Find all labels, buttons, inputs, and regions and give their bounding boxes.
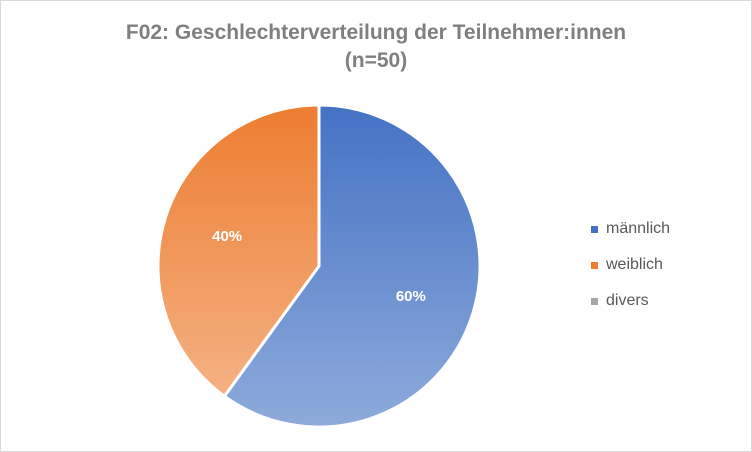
legend-label-divers: divers bbox=[606, 292, 649, 309]
chart-title: F02: Geschlechterverteilung der Teilnehm… bbox=[1, 19, 751, 75]
legend-label-weiblich: weiblich bbox=[606, 256, 663, 273]
pie-slice-maennlich bbox=[222, 103, 482, 429]
legend-swatch-weiblich bbox=[591, 261, 598, 269]
legend-swatch-divers bbox=[591, 297, 598, 305]
pie-slice-weiblich bbox=[156, 103, 321, 398]
chart-title-line-1: F02: Geschlechterverteilung der Teilnehm… bbox=[125, 21, 627, 44]
legend-item-divers: divers bbox=[591, 283, 670, 319]
chart-title-line-2: (n=50) bbox=[344, 49, 408, 72]
legend-item-maennlich: männlich bbox=[591, 211, 670, 247]
legend: männlich weiblich divers bbox=[591, 211, 670, 319]
legend-swatch-maennlich bbox=[591, 225, 598, 233]
legend-item-weiblich: weiblich bbox=[591, 247, 670, 283]
legend-label-maennlich: männlich bbox=[606, 220, 671, 237]
pie-label-maennlich: 60% bbox=[396, 288, 426, 305]
pie-label-weiblich: 40% bbox=[212, 228, 242, 245]
